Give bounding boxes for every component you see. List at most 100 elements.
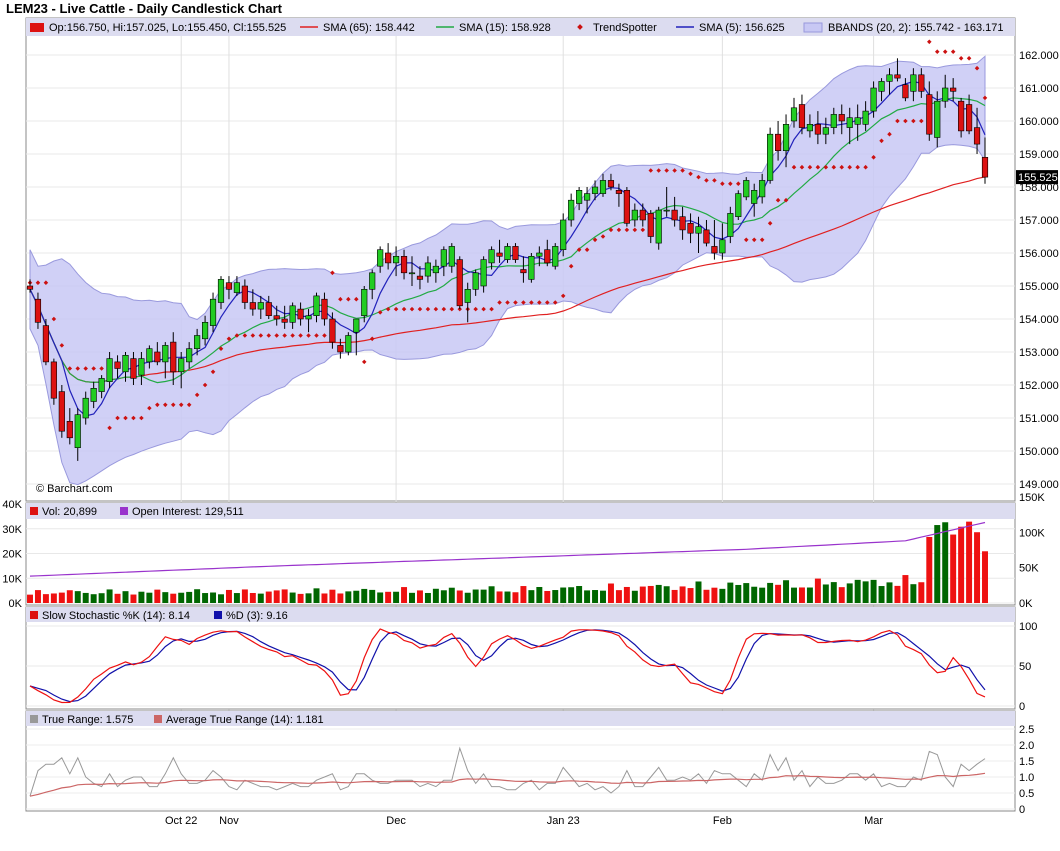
candle-down xyxy=(265,302,272,316)
trendspotter-dot xyxy=(147,405,152,411)
volume-bar xyxy=(353,590,360,603)
volume-bar xyxy=(711,587,718,603)
trendspotter-dot xyxy=(489,306,494,312)
volume-bar xyxy=(58,592,65,603)
oi-swatch xyxy=(120,507,128,515)
stochK-swatch xyxy=(30,611,38,619)
volume-bar xyxy=(950,534,957,603)
candle-up xyxy=(424,262,432,277)
candle-down xyxy=(703,229,710,244)
x-tick-label: Nov xyxy=(219,815,239,827)
candle-down xyxy=(671,209,678,221)
candle-down xyxy=(965,104,973,132)
candle-up xyxy=(583,193,591,201)
sma65-legend-text: SMA (65): 158.442 xyxy=(323,22,415,34)
volume-bar xyxy=(703,589,710,603)
price-tick-label: 150.000 xyxy=(1019,446,1059,458)
candle-down xyxy=(958,100,965,132)
candle-up xyxy=(934,100,941,138)
candle-up xyxy=(146,348,153,363)
trendspotter-dot xyxy=(107,425,112,431)
open-interest-line xyxy=(29,521,986,577)
stochastic-tick-label: 50 xyxy=(1019,661,1031,673)
candle-down xyxy=(544,249,551,264)
volume-bar xyxy=(926,536,933,603)
candle-down xyxy=(520,269,527,274)
trendspotter-swatch xyxy=(577,24,583,30)
candle-up xyxy=(369,272,376,290)
bbands-swatch xyxy=(803,22,823,33)
candle-up xyxy=(448,246,455,267)
volume-bar xyxy=(162,592,169,603)
candle-down xyxy=(687,223,694,234)
volume-bar xyxy=(584,590,591,603)
candle-up xyxy=(910,74,917,92)
last-price-label: 155.525 xyxy=(1018,172,1058,184)
volume-bar xyxy=(878,586,885,603)
volume-tick-left: 0K xyxy=(9,598,23,610)
volume-bar xyxy=(401,587,408,603)
candle-up xyxy=(727,213,734,237)
volume-bar xyxy=(974,532,981,603)
candle-up xyxy=(599,180,607,194)
candle-down xyxy=(50,361,57,399)
volume-bar xyxy=(257,593,264,603)
atr-legend-text: Average True Range (14): 1.181 xyxy=(166,714,324,726)
volume-bar xyxy=(305,593,312,603)
volume-bar xyxy=(74,591,81,603)
volume-bar xyxy=(775,584,782,603)
candle-up xyxy=(178,358,185,373)
vol-legend-text: Vol: 20,899 xyxy=(42,506,97,518)
trendspotter-dot xyxy=(170,402,176,408)
candle-down xyxy=(838,114,845,122)
sma5-legend-text: SMA (5): 156.625 xyxy=(699,22,785,34)
volume-tick-left: 20K xyxy=(2,549,22,561)
candle-up xyxy=(106,358,113,383)
trendspotter-dot xyxy=(290,333,295,338)
volume-bar xyxy=(377,592,384,603)
volume-bar xyxy=(393,591,400,603)
candle-up xyxy=(74,414,81,449)
trendspotter-dot xyxy=(139,415,144,421)
candle-down xyxy=(66,420,73,439)
candle-down xyxy=(711,246,718,254)
volume-bar xyxy=(66,590,73,603)
volume-bar xyxy=(663,586,670,603)
volume-bar xyxy=(337,593,344,603)
true-range-lines xyxy=(29,746,986,797)
candle-up xyxy=(870,87,877,112)
trendspotter-dot xyxy=(338,296,343,302)
trendspotter-dot xyxy=(314,333,319,338)
bbands-legend-text: BBANDS (20, 2): 155.742 - 163.171 xyxy=(828,22,1004,34)
true-range-tick-label: 0 xyxy=(1019,804,1025,816)
price-tick-label: 159.000 xyxy=(1019,149,1059,161)
volume-bar xyxy=(178,592,185,603)
trendspotter-dot xyxy=(497,300,502,305)
volume-bar xyxy=(480,589,487,603)
volume-bar xyxy=(154,589,161,603)
trendspotter-dot xyxy=(298,333,303,338)
trendspotter-dot xyxy=(361,359,367,365)
candle-down xyxy=(926,94,933,135)
volume-bar xyxy=(822,584,829,603)
trendspotter-dot xyxy=(568,263,574,269)
oi-tick-right: 50K xyxy=(1019,563,1039,575)
volume-bar xyxy=(233,593,240,603)
price-tick-label: 155.000 xyxy=(1019,281,1059,293)
vol-swatch xyxy=(30,507,38,515)
true-range-tick-label: 2.5 xyxy=(1019,724,1034,736)
candle-up xyxy=(217,279,225,303)
candle-down xyxy=(329,318,336,343)
candle-down xyxy=(981,157,989,178)
candle-down xyxy=(321,298,328,320)
volume-bar xyxy=(544,590,551,603)
stochD-swatch xyxy=(214,611,222,619)
price-tick-label: 156.000 xyxy=(1019,248,1059,260)
volume-bar xyxy=(289,592,296,603)
oi-legend-text: Open Interest: 129,511 xyxy=(132,506,244,518)
volume-bar xyxy=(783,580,790,603)
trendspotter-dot xyxy=(354,296,359,302)
price-tick-label: 154.000 xyxy=(1019,314,1059,326)
trendspotter-dot xyxy=(266,333,272,338)
